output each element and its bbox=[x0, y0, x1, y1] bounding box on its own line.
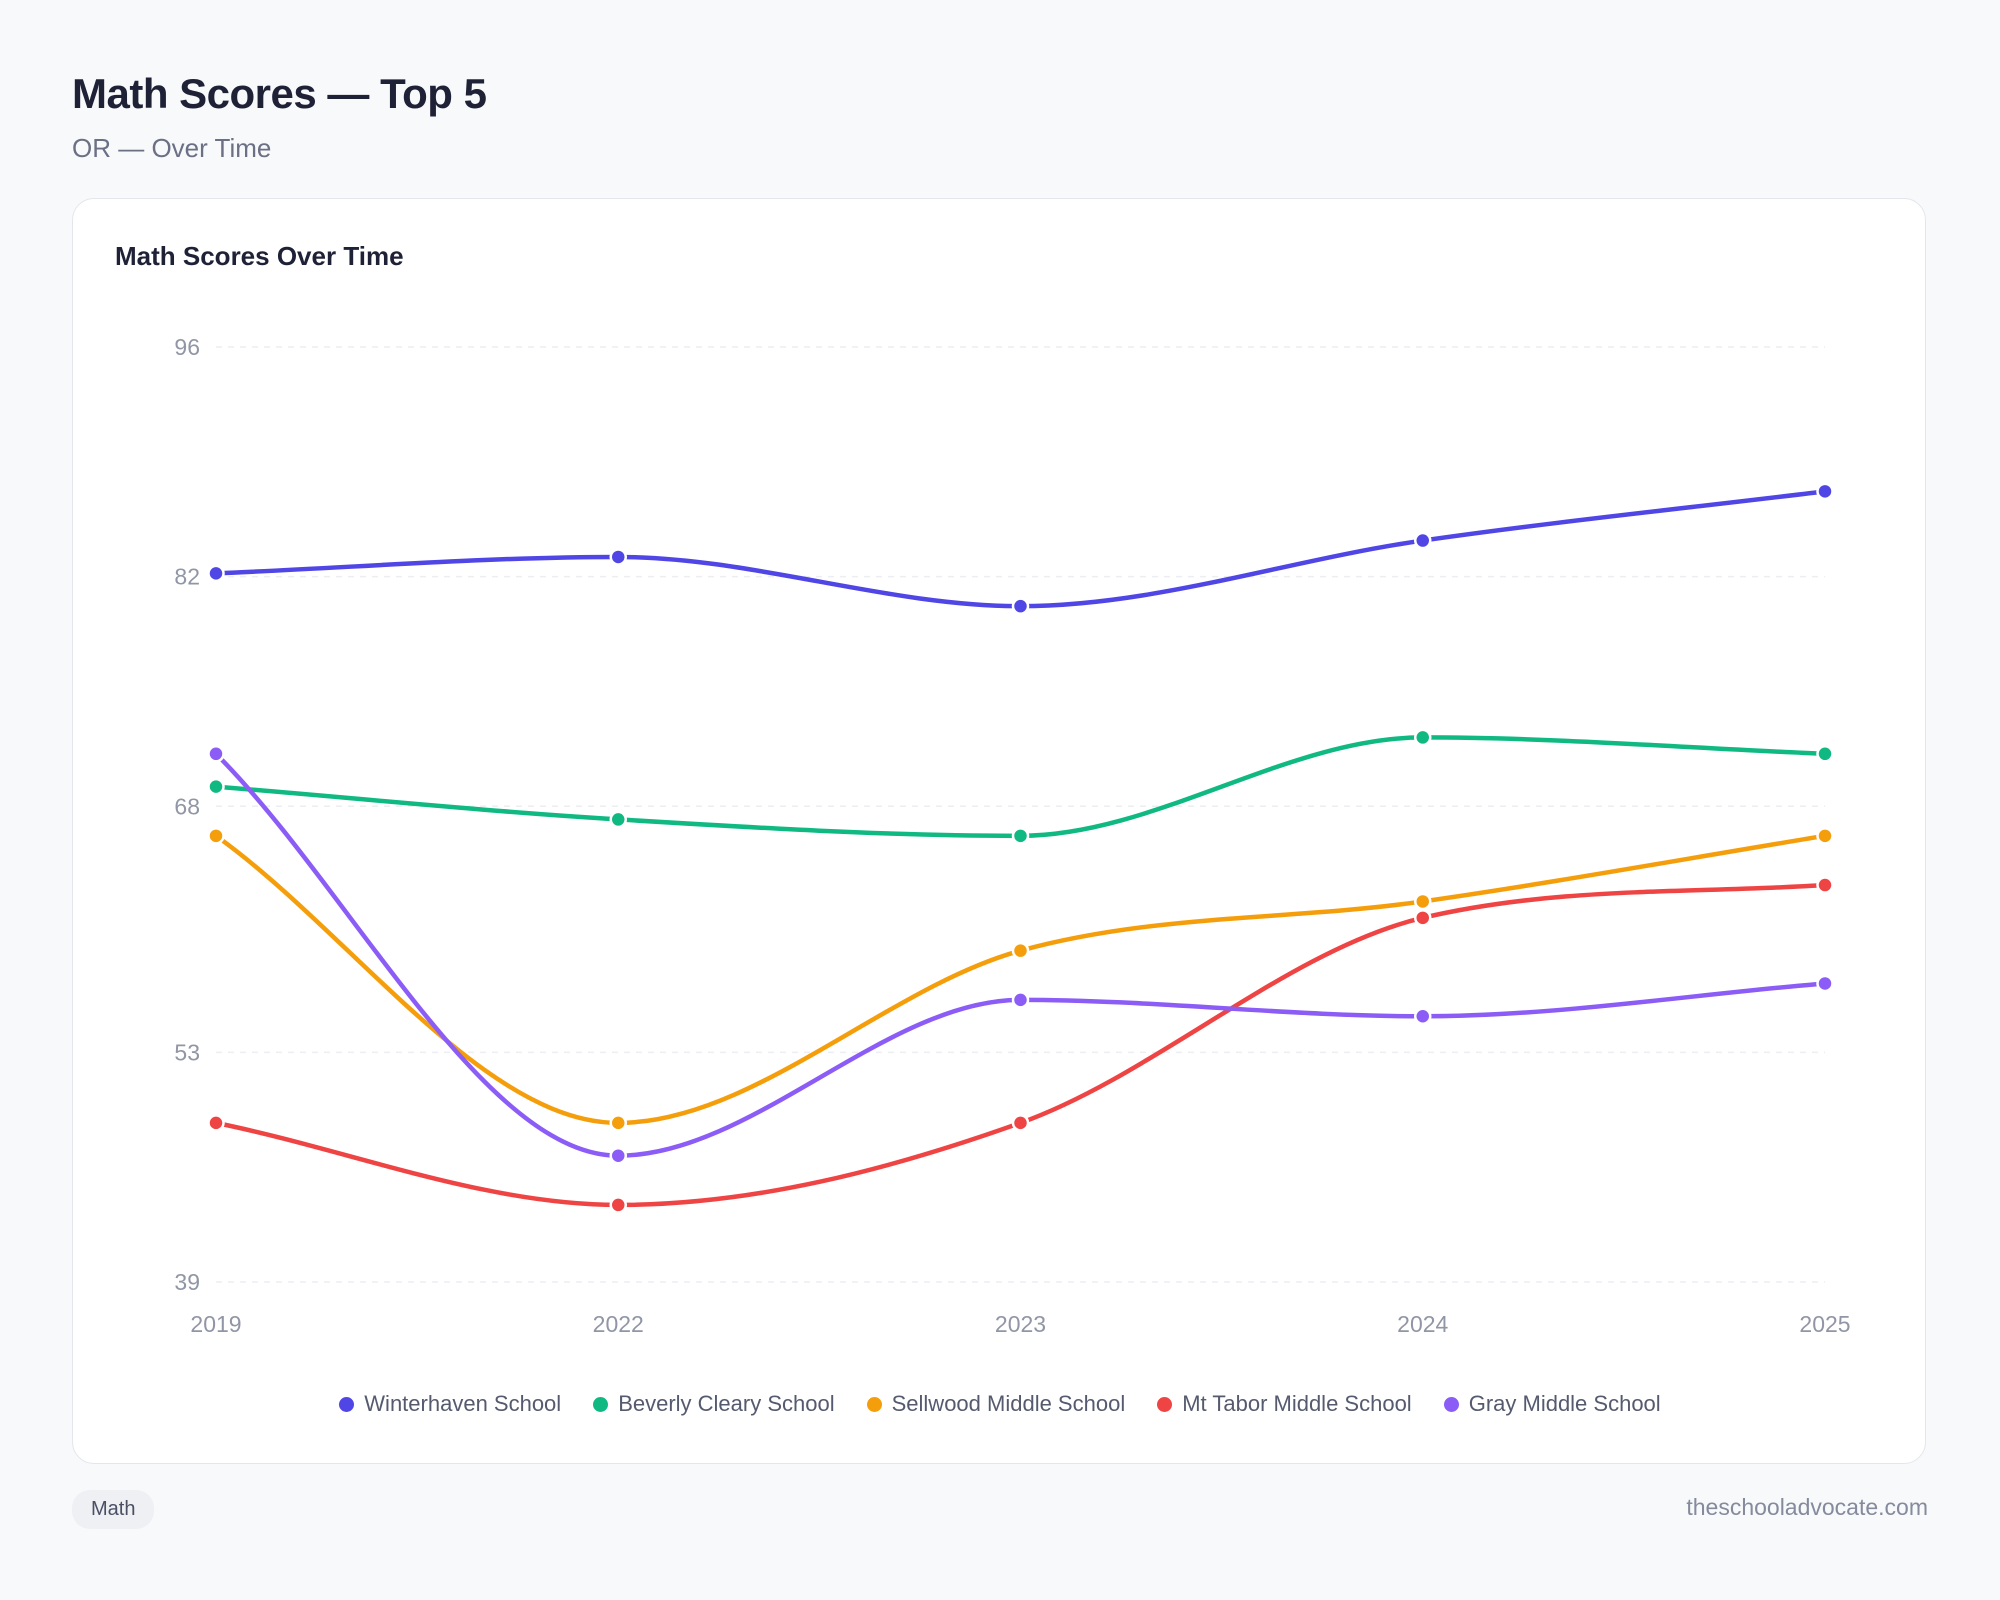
legend-swatch bbox=[339, 1396, 355, 1412]
series-line-mt-tabor-middle-school bbox=[213, 882, 1828, 1208]
y-tick-label: 53 bbox=[174, 1039, 200, 1065]
data-point-mt-tabor-middle-school bbox=[609, 1196, 627, 1214]
data-point-sellwood-middle-school bbox=[207, 827, 225, 845]
data-point-winterhaven-school bbox=[207, 564, 225, 583]
data-point-beverly-cleary-school bbox=[207, 777, 225, 796]
y-tick-label: 82 bbox=[174, 564, 200, 590]
chart-legend: Winterhaven School Beverly Cleary School S… bbox=[73, 1391, 1927, 1417]
data-point-winterhaven-school bbox=[1011, 597, 1030, 615]
legend-item-beverly-cleary-school[interactable]: Beverly Cleary School bbox=[593, 1391, 835, 1417]
legend-item-gray-middle-school[interactable]: Gray Middle School bbox=[1443, 1391, 1661, 1417]
page-title: Math Scores — Top 5 bbox=[72, 70, 487, 117]
legend-label: Gray Middle School bbox=[1468, 1391, 1661, 1416]
legend-item-mt-tabor-middle-school[interactable]: Mt Tabor Middle School bbox=[1157, 1391, 1412, 1417]
data-point-winterhaven-school bbox=[609, 548, 627, 566]
data-point-mt-tabor-middle-school bbox=[207, 1114, 225, 1132]
data-point-winterhaven-school bbox=[1816, 482, 1834, 501]
page-subtitle: OR — Over Time bbox=[72, 133, 272, 163]
data-point-beverly-cleary-school bbox=[1011, 827, 1030, 845]
legend-swatch bbox=[593, 1396, 609, 1412]
series-line-gray-middle-school bbox=[213, 751, 1828, 1158]
chart-card: Math Scores Over Time 96 82 68 53 39 2019 2022… bbox=[72, 198, 1926, 1464]
data-point-mt-tabor-middle-school bbox=[1816, 876, 1834, 894]
legend-item-sellwood-middle-school[interactable]: Sellwood Middle School bbox=[866, 1391, 1126, 1417]
chart-title: Math Scores Over Time bbox=[115, 241, 404, 271]
x-tick-label: 2025 bbox=[1799, 1311, 1850, 1337]
legend-swatch bbox=[1443, 1396, 1459, 1412]
legend-label: Beverly Cleary School bbox=[618, 1391, 835, 1416]
y-tick-label: 96 bbox=[174, 334, 200, 360]
data-point-mt-tabor-middle-school bbox=[1011, 1114, 1030, 1132]
x-tick-label: 2023 bbox=[995, 1311, 1046, 1337]
line-chart: 96 82 68 53 39 2019 2022 2023 2024 2025 bbox=[174, 334, 1850, 1337]
data-point-mt-tabor-middle-school bbox=[1414, 909, 1432, 927]
legend-label: Sellwood Middle School bbox=[891, 1391, 1126, 1416]
data-point-gray-middle-school bbox=[207, 745, 225, 763]
data-point-gray-middle-school bbox=[1011, 991, 1030, 1009]
data-point-beverly-cleary-school bbox=[609, 810, 627, 829]
y-tick-label: 68 bbox=[174, 793, 200, 819]
data-point-beverly-cleary-school bbox=[1414, 728, 1432, 747]
series-line-beverly-cleary-school bbox=[213, 735, 1828, 839]
data-point-gray-middle-school bbox=[1414, 1007, 1432, 1026]
data-point-beverly-cleary-school bbox=[1816, 745, 1834, 763]
data-point-gray-middle-school bbox=[609, 1146, 627, 1165]
x-tick-label: 2019 bbox=[190, 1311, 241, 1337]
y-tick-label: 39 bbox=[174, 1269, 200, 1295]
legend-swatch bbox=[866, 1396, 882, 1412]
site-link[interactable]: theschooladvocate.com bbox=[1686, 1494, 1928, 1520]
subject-tag: Math bbox=[72, 1490, 155, 1529]
legend-label: Mt Tabor Middle School bbox=[1182, 1391, 1412, 1416]
data-point-sellwood-middle-school bbox=[609, 1114, 627, 1132]
legend-swatch bbox=[1157, 1396, 1173, 1412]
x-tick-label: 2024 bbox=[1397, 1311, 1448, 1337]
legend-item-winterhaven-school[interactable]: Winterhaven School bbox=[339, 1391, 561, 1417]
series-line-sellwood-middle-school bbox=[213, 833, 1828, 1126]
data-point-gray-middle-school bbox=[1816, 974, 1834, 993]
x-tick-label: 2022 bbox=[593, 1311, 644, 1337]
data-point-sellwood-middle-school bbox=[1011, 941, 1030, 960]
data-point-sellwood-middle-school bbox=[1414, 892, 1432, 911]
data-point-sellwood-middle-school bbox=[1816, 827, 1834, 845]
series-line-winterhaven-school bbox=[213, 489, 1828, 609]
legend-label: Winterhaven School bbox=[364, 1391, 562, 1416]
data-point-winterhaven-school bbox=[1414, 531, 1432, 550]
